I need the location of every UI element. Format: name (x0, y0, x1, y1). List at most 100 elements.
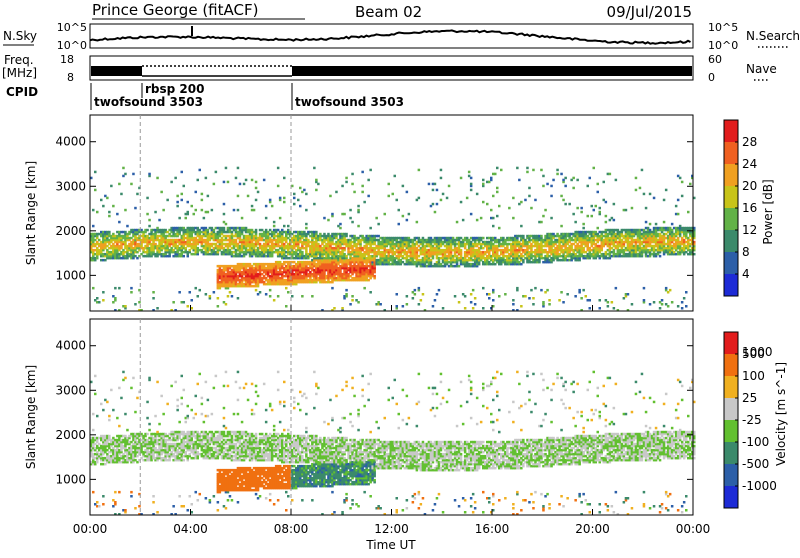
power-cell (599, 211, 602, 214)
power-cell (255, 199, 258, 202)
power-cell (341, 185, 344, 188)
velocity-cell (96, 501, 99, 504)
power-cell (369, 291, 372, 294)
power-cell (522, 235, 525, 238)
power-cell (229, 291, 232, 294)
power-cell (550, 185, 553, 188)
power-cell (490, 209, 493, 212)
power-cell (550, 217, 553, 220)
power-cell (351, 221, 354, 224)
power-cell (402, 215, 405, 218)
power-cell (122, 167, 125, 170)
power-cell (562, 301, 565, 304)
cpid-label: CPID (6, 85, 38, 99)
power-cell (154, 211, 157, 214)
power-cell (520, 305, 523, 308)
power-cell (146, 213, 149, 216)
power-cell (488, 297, 491, 300)
velocity-cell (94, 393, 97, 396)
power-cell (124, 173, 127, 176)
power-cell (363, 201, 366, 204)
power-cell (361, 191, 364, 194)
power-cell (669, 289, 672, 292)
power-cell (434, 183, 437, 186)
power-cell (181, 171, 184, 174)
power-cell (217, 305, 220, 308)
power-cell (683, 297, 686, 300)
power-cell (108, 215, 111, 218)
power-cell (470, 301, 473, 304)
power-cell (480, 217, 483, 220)
power-cell (181, 193, 184, 196)
power-cell (520, 201, 523, 204)
power-cell (580, 211, 583, 214)
power-cell (599, 299, 602, 302)
power-cell (369, 169, 372, 172)
power-cell (176, 205, 179, 208)
power-cell (468, 171, 471, 174)
power-cell (207, 211, 210, 214)
power-cell (146, 229, 149, 232)
power-cell (442, 307, 445, 310)
power-cell (92, 209, 95, 212)
power-cell (353, 191, 356, 194)
power-cell (211, 209, 214, 212)
power-cell (343, 213, 346, 216)
power-cell (339, 223, 342, 226)
power-cell (472, 307, 475, 310)
power-cell (568, 203, 571, 206)
power-cell (201, 209, 204, 212)
power-cell (209, 295, 212, 298)
power-cell (566, 293, 569, 296)
power-cell (205, 177, 208, 180)
power-cell (112, 205, 115, 208)
power-cell (580, 207, 583, 210)
power-cell (615, 287, 618, 290)
power-cell (512, 197, 515, 200)
power-cell (283, 197, 286, 200)
power-cell (418, 303, 421, 306)
power-cell (369, 227, 372, 230)
power-cell (134, 303, 137, 306)
power-cell (582, 227, 585, 230)
power-cell (102, 205, 105, 208)
noise-frame (90, 24, 693, 48)
power-cell (361, 185, 364, 188)
power-cell (659, 307, 662, 310)
power-cell (231, 295, 234, 298)
power-cell (203, 217, 206, 220)
power-cell (512, 303, 515, 306)
power-cell (653, 197, 656, 200)
power-cell (130, 291, 133, 294)
power-cell (279, 217, 282, 220)
power-cell (375, 217, 378, 220)
power-cell (124, 209, 127, 212)
power-cell (223, 181, 226, 184)
power-cell (345, 289, 348, 292)
power-cell (396, 293, 399, 296)
power-cell (287, 291, 290, 294)
power-cell (643, 193, 646, 196)
power-cell (305, 227, 308, 230)
power-cbar-segment (724, 208, 738, 231)
power-cell (396, 305, 399, 308)
power-cell (213, 183, 216, 186)
power-cell (661, 303, 664, 306)
power-cell (191, 299, 194, 302)
freq-left-bottom-tick: 8 (67, 71, 74, 84)
power-cell (599, 307, 602, 310)
power-cell (277, 185, 280, 188)
power-cell (357, 205, 360, 208)
cpid-program-1: twofsound 3503 (94, 95, 203, 109)
power-cell (518, 179, 521, 182)
power-cell (245, 179, 248, 182)
power-cell (542, 215, 545, 218)
power-cell (301, 295, 304, 298)
power-cell (422, 293, 425, 296)
power-cell (102, 291, 105, 294)
power-cell (315, 189, 318, 192)
power-cell (402, 185, 405, 188)
power-cell (532, 303, 535, 306)
power-cell (641, 169, 644, 172)
power-cell (446, 197, 449, 200)
